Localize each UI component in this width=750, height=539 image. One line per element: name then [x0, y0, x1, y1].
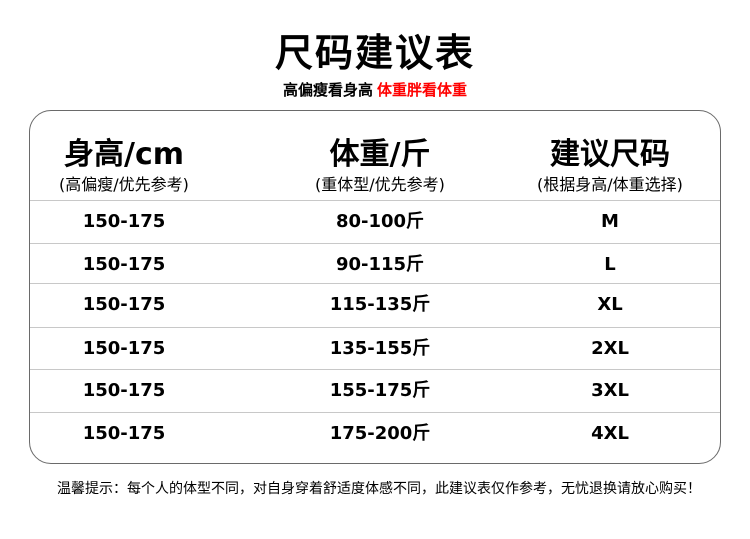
- table-row: 150-175 90-115斤 L: [30, 243, 720, 286]
- header-weight-note: (重体型/优先参考): [315, 175, 445, 194]
- height-cell: 150-175: [82, 254, 166, 275]
- table-row: 150-175 175-200斤 4XL: [30, 412, 720, 455]
- header-height: 身高/cm: [64, 137, 184, 172]
- size-cell: 2XL: [591, 338, 629, 359]
- table-row: 150-175 115-135斤 XL: [30, 283, 720, 326]
- subtitle: 高偏瘦看身高 体重胖看体重: [0, 79, 750, 100]
- header-height-note: (高偏瘦/优先参考): [59, 175, 189, 194]
- subtitle-weight-tip: 体重胖看体重: [377, 81, 468, 99]
- size-cell: L: [604, 254, 616, 275]
- size-cell: 4XL: [591, 423, 629, 444]
- tip-note: 温馨提示：每个人的体型不同，对自身穿着舒适度体感不同，此建议表仅作参考，无忧退换…: [57, 481, 701, 497]
- size-cell: M: [601, 211, 619, 232]
- weight-cell: 115-135斤: [329, 294, 431, 315]
- subtitle-height-tip: 高偏瘦看身高: [282, 81, 373, 99]
- table-header: 身高/cm (高偏瘦/优先参考) 体重/斤 (重体型/优先参考) 建议尺码 (根…: [30, 111, 720, 201]
- height-cell: 150-175: [82, 423, 166, 444]
- table-row: 150-175 155-175斤 3XL: [30, 369, 720, 412]
- size-cell: XL: [597, 294, 623, 315]
- height-cell: 150-175: [82, 211, 166, 232]
- header-size-note: (根据身高/体重选择): [537, 175, 683, 194]
- table-row: 150-175 80-100斤 M: [30, 200, 720, 243]
- weight-cell: 155-175斤: [329, 380, 431, 401]
- weight-cell: 90-115斤: [335, 254, 425, 275]
- weight-cell: 80-100斤: [335, 211, 425, 232]
- height-cell: 150-175: [82, 294, 166, 315]
- page-title: 尺码建议表: [274, 31, 475, 75]
- table-row: 150-175 135-155斤 2XL: [30, 327, 720, 370]
- height-cell: 150-175: [82, 338, 166, 359]
- header-size: 建议尺码: [550, 137, 670, 172]
- size-table: 身高/cm (高偏瘦/优先参考) 体重/斤 (重体型/优先参考) 建议尺码 (根…: [29, 110, 721, 464]
- weight-cell: 175-200斤: [329, 423, 431, 444]
- weight-cell: 135-155斤: [329, 338, 431, 359]
- header-weight: 体重/斤: [329, 137, 431, 172]
- height-cell: 150-175: [82, 380, 166, 401]
- size-cell: 3XL: [591, 380, 629, 401]
